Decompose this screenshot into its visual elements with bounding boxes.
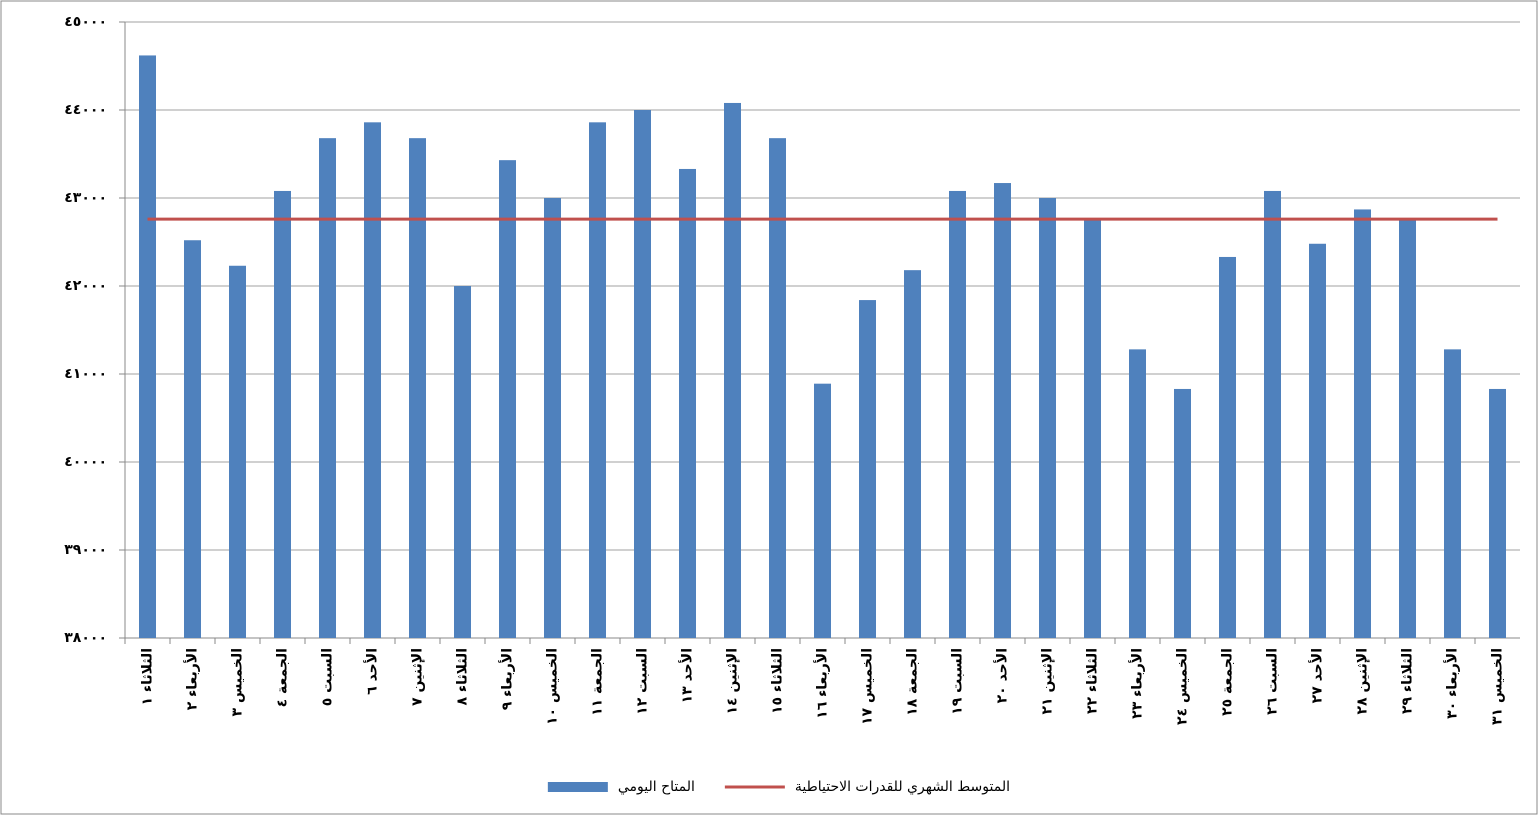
bar: [994, 183, 1011, 639]
x-tick-label: السبت ١٩: [950, 648, 966, 715]
y-tick-label: ٤٥٠٠٠: [64, 14, 107, 30]
bar: [1444, 349, 1461, 638]
bar: [1489, 388, 1506, 638]
bar: [544, 198, 561, 638]
bar: [814, 383, 831, 638]
bar: [1174, 388, 1191, 638]
x-tick-label: الإثنين ٢١: [1040, 648, 1056, 714]
x-tick-label: الجمعة ١١: [590, 648, 606, 716]
bar: [274, 190, 291, 638]
y-tick-label: ٣٨٠٠٠: [64, 630, 107, 646]
bar: [1309, 243, 1326, 638]
bar: [499, 160, 516, 638]
bar: [769, 138, 786, 638]
x-tick-label: الخميس ٢٤: [1175, 648, 1191, 725]
x-tick-label: الأحد ٢٠: [994, 648, 1011, 703]
bar: [364, 122, 381, 638]
x-tick-label: الأحد ٦: [364, 648, 381, 695]
x-tick-label: الأربعاء ٢٣: [1129, 648, 1146, 719]
bar: [184, 240, 201, 639]
x-tick-label: الخميس ١٧: [860, 648, 876, 725]
bar: [1084, 219, 1101, 638]
x-tick-label: الأربعاء ٢: [184, 648, 201, 710]
y-tick-label: ٤٢٠٠٠: [64, 278, 107, 294]
bar: [904, 270, 921, 638]
x-tick-label: الخميس ٣: [230, 648, 246, 716]
bar: [859, 300, 876, 638]
x-tick-label: السبت ١٢: [635, 648, 651, 715]
x-tick-label: الجمعة ٢٥: [1220, 648, 1236, 716]
x-tick-label: الخميس ٣١: [1490, 648, 1506, 725]
x-tick-label: الثلاثاء ٢٢: [1085, 648, 1101, 714]
y-tick-label: ٤٣٠٠٠: [64, 190, 107, 206]
y-tick-label: ٤١٠٠٠: [64, 366, 107, 382]
bar: [229, 265, 246, 638]
legend-label: المتاح اليومي: [618, 779, 695, 795]
x-tick-label: الإثنين ١٤: [725, 648, 741, 714]
x-tick-label: الأربعاء ١٦: [814, 648, 831, 719]
bar: [949, 190, 966, 638]
bar: [1129, 349, 1146, 638]
bar: [1354, 209, 1371, 638]
y-tick-label: ٤٤٠٠٠: [64, 102, 107, 118]
bar: [634, 110, 651, 638]
bar: [139, 55, 156, 638]
bar: [409, 138, 426, 638]
bar: [679, 168, 696, 638]
legend-swatch: [547, 782, 608, 792]
bar: [1219, 256, 1236, 638]
x-tick-label: الجمعة ٤: [275, 648, 291, 707]
x-tick-label: الثلاثاء ١: [140, 648, 156, 706]
y-tick-label: ٤٠٠٠٠: [64, 454, 107, 470]
bar: [1264, 190, 1281, 638]
x-tick-label: الثلاثاء ٢٩: [1400, 648, 1416, 714]
y-tick-label: ٣٩٠٠٠: [64, 542, 107, 558]
x-tick-label: الأحد ٢٧: [1309, 648, 1326, 703]
x-tick-label: الثلاثاء ٨: [455, 648, 471, 706]
bar: [319, 138, 336, 638]
x-tick-label: الثلاثاء ١٥: [770, 648, 786, 714]
x-tick-label: الخميس ١٠: [545, 648, 561, 725]
legend-label: المتوسط الشهري للقدرات الاحتياطية: [795, 779, 1010, 795]
x-tick-label: الإثنين ٧: [410, 648, 426, 706]
bar: [724, 102, 741, 638]
bar: [1399, 219, 1416, 638]
x-tick-label: الإثنين ٢٨: [1355, 648, 1371, 714]
x-tick-label: الأربعاء ٩: [499, 648, 516, 710]
x-tick-label: الأحد ١٣: [679, 648, 696, 703]
x-tick-label: السبت ٥: [320, 648, 336, 706]
x-tick-label: السبت ٢٦: [1265, 648, 1281, 715]
bar: [589, 122, 606, 638]
bar: [454, 286, 471, 638]
bar: [1039, 198, 1056, 638]
x-tick-label: الجمعة ١٨: [905, 648, 921, 716]
x-tick-label: الأربعاء ٣٠: [1444, 648, 1461, 719]
